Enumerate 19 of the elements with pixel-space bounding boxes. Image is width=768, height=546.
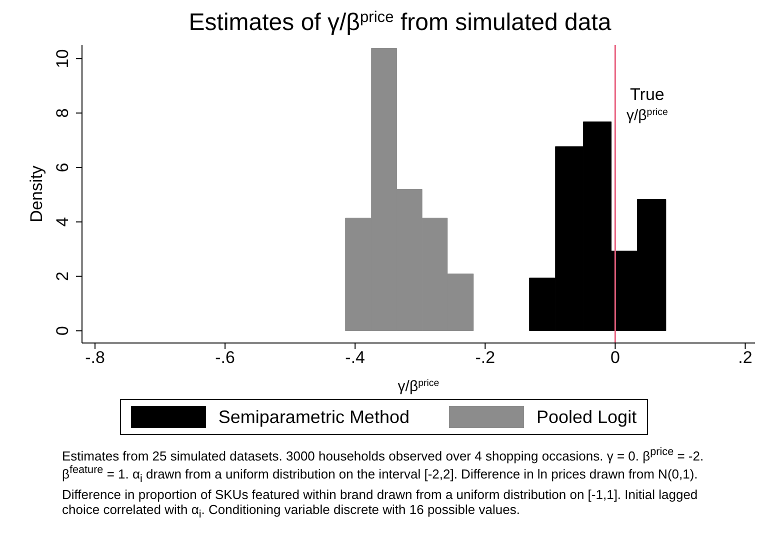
x-tick-label: .2: [738, 348, 752, 368]
y-tick-label: 8: [53, 108, 72, 118]
x-tick-label: 0: [610, 348, 620, 368]
legend-label: Semiparametric Method: [218, 406, 410, 428]
x-tick-label: -.2: [475, 348, 496, 368]
y-tick-label: 10: [53, 49, 72, 68]
y-axis-title: Density: [27, 165, 46, 222]
x-tick-label: -.6: [215, 348, 235, 368]
chart-title: Estimates of γ/β$^{price}$ from simulated data: [188, 8, 612, 36]
x-tick-label: -.4: [345, 348, 366, 368]
x-axis-title: γ/β$^{price}$: [398, 378, 440, 395]
legend-label: Pooled Logit: [536, 406, 637, 428]
y-tick-label: 6: [53, 162, 72, 172]
y-tick-label: 4: [53, 217, 72, 227]
ref-line-label: True γ/β$^{price}$: [626, 85, 668, 124]
x-tick-label: -.8: [85, 348, 105, 368]
y-tick-label: 2: [53, 272, 72, 282]
y-tick-label: 0: [53, 326, 72, 336]
text: Estimates from 25 simulated datasets. 3000 households observed over 4 shopping occasions. γ = 0. β$^{price}$ = -2. β$^{feature}$ = 1. α$_{i}$ drawn from a uniform distribution on the interval [-2,2]. Difference in ln prices drawn from N(0,1). Difference in proportion of SKUs featured within brand drawn from a uniform distribution on [-1,1]. Initial lagged choice correlated with α$_{i}$. Conditioning variable discrete with 16 possible values.: [62, 446, 704, 521]
